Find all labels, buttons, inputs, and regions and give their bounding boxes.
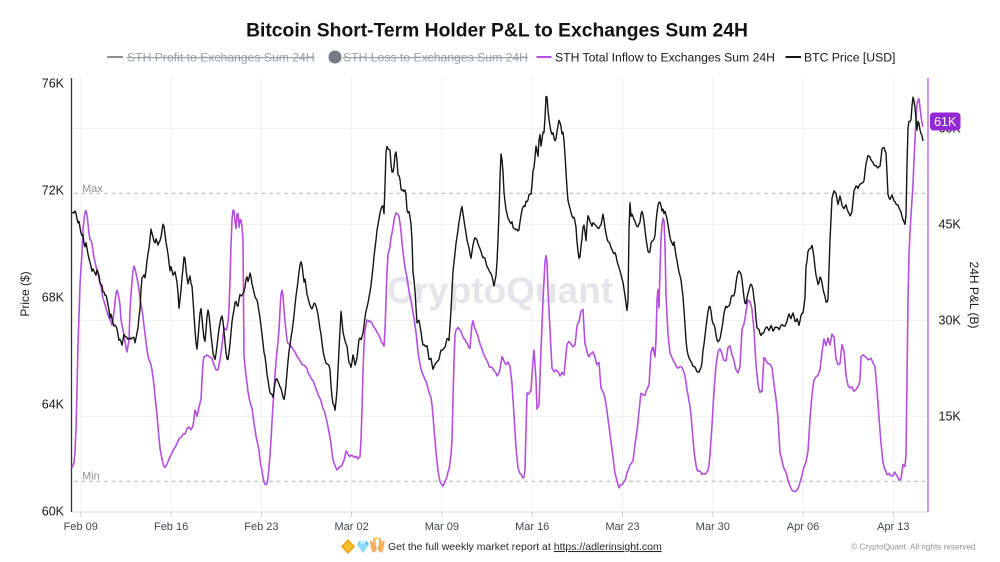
svg-text:76K: 76K [42,77,65,91]
svg-text:Apr 06: Apr 06 [787,521,819,533]
svg-text:60K: 60K [42,505,65,519]
svg-text:Mar 16: Mar 16 [515,521,549,533]
svg-text:STH Profit to Exchanges Sum 24: STH Profit to Exchanges Sum 24H [127,50,315,64]
svg-text:Mar 30: Mar 30 [696,521,730,533]
svg-text:Bitcoin Short-Term Holder P&L: Bitcoin Short-Term Holder P&L to Exchang… [246,21,748,42]
svg-text:© CryptoQuant. All rights rese: © CryptoQuant. All rights reserved [851,543,976,552]
svg-text:STH Loss to Exchanges Sum 24H: STH Loss to Exchanges Sum 24H [343,50,528,64]
svg-text:Feb 16: Feb 16 [154,521,188,533]
svg-text:30K: 30K [939,314,962,328]
svg-text:Mar 02: Mar 02 [334,521,368,533]
svg-text:CryptoQuant: CryptoQuant [387,270,613,311]
svg-text:68K: 68K [42,291,65,305]
svg-text:Max: Max [82,183,103,195]
svg-text:Min: Min [82,471,100,483]
svg-text:STH Total Inflow to Exchanges: STH Total Inflow to Exchanges Sum 24H [555,50,775,64]
svg-text:Get the full weekly market rep: Get the full weekly market report at htt… [388,541,662,553]
svg-text:61K: 61K [934,115,957,129]
svg-text:Feb 09: Feb 09 [64,521,98,533]
svg-text:64K: 64K [42,398,65,412]
svg-text:Feb 23: Feb 23 [244,521,278,533]
svg-text:Price ($): Price ($) [18,271,32,316]
svg-text:Mar 23: Mar 23 [605,521,639,533]
svg-text:72K: 72K [42,184,65,198]
svg-text:Mar 09: Mar 09 [425,521,459,533]
svg-text:15K: 15K [939,410,962,424]
svg-text:Apr 13: Apr 13 [877,521,909,533]
svg-text:BTC Price [USD]: BTC Price [USD] [804,50,895,64]
svg-text:24H P&L (B): 24H P&L (B) [967,262,981,329]
svg-text:45K: 45K [939,218,962,232]
